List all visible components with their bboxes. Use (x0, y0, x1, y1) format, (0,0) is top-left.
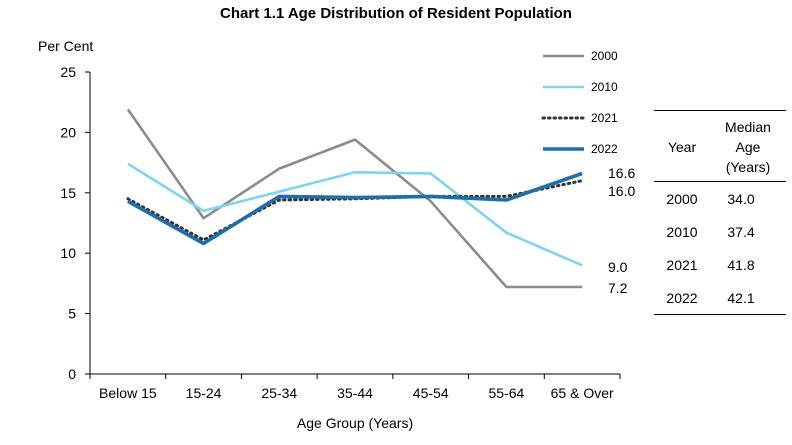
legend-label-2021: 2021 (591, 111, 618, 125)
chart-series (126, 108, 584, 289)
table-row: 2022 42.1 (654, 281, 786, 314)
legend-label-2022: 2022 (591, 142, 618, 156)
row-median-age: 41.8 (727, 256, 755, 273)
chart-title: Chart 1.1 Age Distribution of Resident P… (220, 5, 572, 22)
chart-legend: 2000 2010 2021 2022 (541, 49, 618, 156)
legend-label-2000: 2000 (591, 49, 618, 63)
y-tick-label: 10 (60, 245, 76, 261)
chart-end-labels: 16.6 16.0 9.0 7.2 (608, 165, 635, 296)
end-value-label: 16.0 (608, 183, 635, 199)
x-tick-label: 25-34 (261, 385, 297, 401)
x-tick-label: 35-44 (337, 385, 373, 401)
series-line-2022 (127, 171, 583, 246)
y-axis-title: Per Cent (38, 38, 93, 54)
legend-label-2010: 2010 (591, 80, 618, 94)
col-median-line-2: Age (735, 139, 761, 155)
col-median-line-1: Median (725, 119, 771, 135)
end-value-label: 9.0 (608, 259, 628, 275)
x-tick-label: 55-64 (489, 385, 525, 401)
series-line-2021 (126, 179, 584, 242)
table-row: 2000 34.0 (654, 182, 786, 215)
series-line-2000 (126, 108, 583, 289)
table-row: 2021 41.8 (654, 248, 786, 281)
row-year: 2010 (666, 223, 698, 240)
row-median-age: 37.4 (727, 223, 755, 240)
table-row: 2010 37.4 (654, 215, 786, 248)
row-year: 2021 (666, 256, 698, 273)
x-tick-label: 45-54 (413, 385, 449, 401)
y-tick-label: 5 (68, 306, 76, 322)
x-tick-label: 15-24 (186, 385, 222, 401)
y-tick-label: 0 (68, 366, 76, 382)
median-age-table-header: Year Median Age (Years) (654, 110, 786, 182)
y-tick-label: 20 (60, 124, 76, 140)
row-year: 2000 (666, 190, 698, 207)
chart-axes: 0 5 10 15 20 25 Below 15 15-24 25-34 35-44 45-54 55… (38, 38, 621, 431)
col-median-header: Median Age (Years) (710, 117, 786, 177)
y-tick-label: 25 (60, 64, 76, 80)
end-value-label: 16.6 (608, 165, 635, 181)
y-tick-label: 15 (60, 185, 76, 201)
x-tick-label: 65 & Over (551, 385, 614, 401)
col-year-header: Year (667, 139, 697, 155)
median-age-table: Year Median Age (Years) 2000 34.0 2010 3… (654, 110, 786, 315)
end-value-label: 7.2 (608, 280, 628, 296)
x-axis-title: Age Group (Years) (297, 415, 413, 431)
x-tick-label: Below 15 (99, 385, 157, 401)
series-line-2010 (127, 162, 583, 267)
col-median-line-3: (Years) (725, 159, 771, 175)
row-median-age: 42.1 (727, 289, 755, 306)
row-year: 2022 (666, 289, 698, 306)
row-median-age: 34.0 (727, 190, 755, 207)
table-bottom-rule (654, 314, 786, 315)
